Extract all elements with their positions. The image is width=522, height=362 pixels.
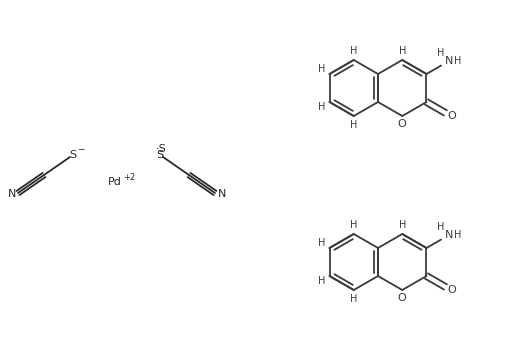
Text: H: H — [437, 48, 445, 58]
Text: S: S — [69, 150, 77, 160]
Text: H: H — [399, 46, 406, 56]
Text: H: H — [454, 230, 461, 240]
Text: S: S — [157, 150, 163, 160]
Text: N: N — [218, 189, 226, 199]
Text: Pd: Pd — [108, 177, 122, 187]
Text: H: H — [350, 120, 358, 130]
Text: ·S: ·S — [156, 144, 167, 154]
Text: H: H — [350, 46, 358, 56]
Text: O: O — [398, 293, 407, 303]
Text: −: − — [77, 144, 85, 153]
Text: O: O — [447, 285, 456, 295]
Text: H: H — [318, 64, 325, 75]
Text: H: H — [318, 101, 325, 111]
Text: N: N — [445, 230, 453, 240]
Text: H: H — [318, 239, 325, 248]
Text: H: H — [399, 220, 406, 230]
Text: N: N — [445, 56, 453, 66]
Text: O: O — [447, 111, 456, 121]
Text: N: N — [8, 189, 16, 199]
Text: H: H — [318, 275, 325, 286]
Text: H: H — [350, 220, 358, 230]
Text: H: H — [437, 222, 445, 232]
Text: +2: +2 — [123, 173, 135, 181]
Text: O: O — [398, 119, 407, 129]
Text: H: H — [454, 56, 461, 66]
Text: H: H — [350, 294, 358, 304]
